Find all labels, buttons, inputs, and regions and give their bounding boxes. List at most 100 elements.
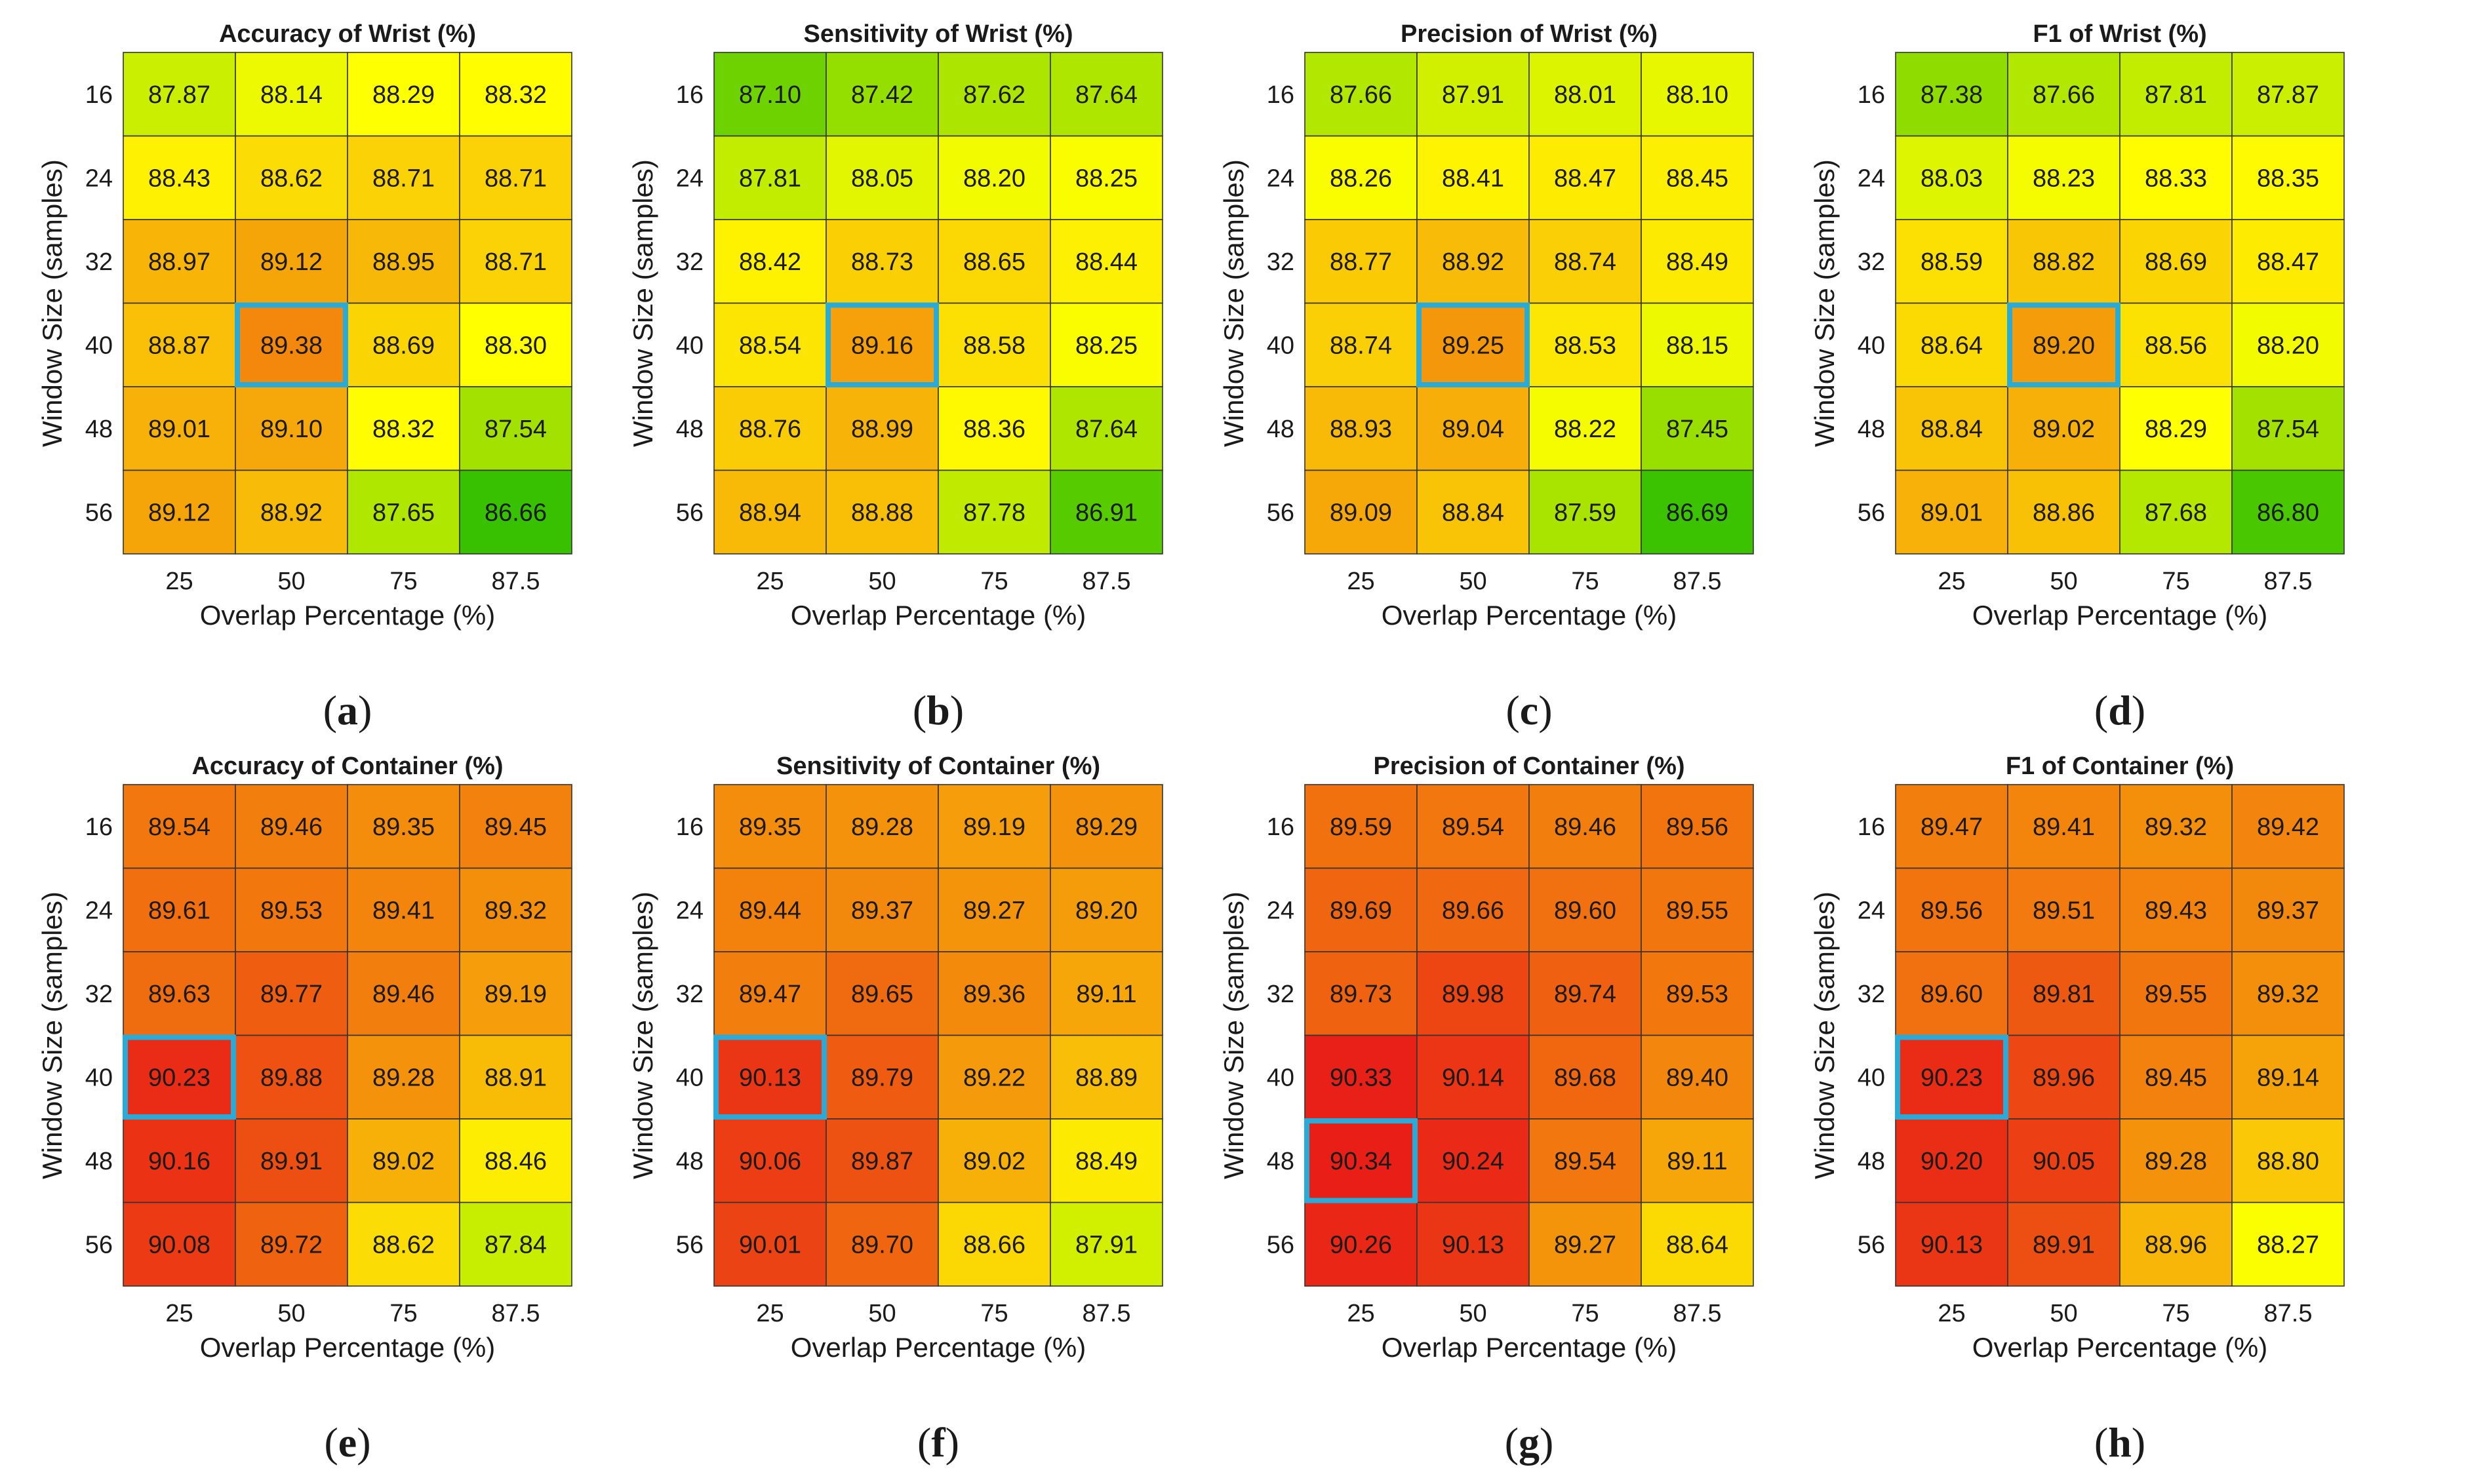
- x-axis-label: Overlap Percentage (%): [1972, 1332, 2268, 1363]
- cell-value: 89.20: [1075, 897, 1138, 924]
- cell-value: 88.92: [1442, 248, 1504, 276]
- heatmap-cell: [1641, 1118, 1754, 1203]
- heatmap-cell: [2007, 951, 2121, 1036]
- cell-value: 88.26: [1330, 165, 1392, 192]
- heatmap-cell: [1416, 867, 1530, 952]
- cell-value: 89.01: [1921, 499, 1983, 526]
- y-tick-label: 24: [1858, 165, 1885, 192]
- cell-value: 88.43: [148, 165, 210, 192]
- heatmap-cell: [1304, 469, 1418, 555]
- x-tick-label: 50: [277, 568, 305, 595]
- x-tick-label: 50: [868, 1300, 896, 1327]
- heatmap-cell: [1050, 784, 1163, 869]
- cell-value: 89.40: [1666, 1064, 1728, 1091]
- y-tick-label: 24: [85, 897, 113, 924]
- cell-value: 88.74: [1554, 248, 1616, 276]
- y-tick-label: 48: [1267, 416, 1294, 443]
- cell-value: 90.13: [1921, 1231, 1983, 1259]
- heatmap-cell: [938, 1201, 1051, 1287]
- heatmap-cell: [123, 1118, 236, 1203]
- cell-value: 88.64: [1921, 332, 1983, 359]
- x-tick-label: 87.5: [1673, 1300, 1722, 1327]
- y-tick-label: 48: [1858, 416, 1885, 443]
- heatmap-cell: [826, 52, 939, 137]
- y-tick-label: 32: [1858, 981, 1885, 1008]
- cell-value: 88.73: [851, 248, 913, 276]
- cell-value: 88.74: [1330, 332, 1392, 359]
- heatmap-cell: [1416, 1034, 1530, 1120]
- heatmap-cell: [2231, 951, 2345, 1036]
- x-tick-label: 75: [389, 568, 417, 595]
- cell-value: 90.14: [1442, 1064, 1504, 1091]
- best-cell-highlight: [123, 1034, 236, 1120]
- y-tick-label: 32: [1858, 248, 1885, 276]
- cell-value: 90.16: [148, 1148, 210, 1175]
- cell-value: 88.10: [1666, 81, 1728, 109]
- y-tick-label: 16: [676, 813, 704, 841]
- cell-value: 89.70: [851, 1231, 913, 1259]
- cell-value: 89.47: [1921, 813, 1983, 841]
- heatmap-cell: [938, 1034, 1051, 1120]
- cell-value: 88.95: [372, 248, 435, 276]
- heatmap-cell: [938, 469, 1051, 555]
- cell-value: 89.16: [851, 332, 913, 359]
- y-tick-label: 32: [1267, 248, 1294, 276]
- heatmap-cell: [713, 1118, 827, 1203]
- cell-value: 89.35: [372, 813, 435, 841]
- heatmap-cell: [2231, 867, 2345, 952]
- heatmap-cell: [1528, 52, 1642, 137]
- heatmap-panels: Accuracy of Wrist (%) 87.87 88.14 88.29 88.3…: [37, 20, 2345, 1466]
- cell-value: 89.27: [1554, 1231, 1616, 1259]
- y-tick-label: 56: [1267, 499, 1294, 526]
- panel-letter: (h): [2094, 1419, 2145, 1466]
- cell-value: 88.86: [2033, 499, 2095, 526]
- y-tick-label: 48: [1267, 1148, 1294, 1175]
- x-tick-label: 75: [1571, 568, 1599, 595]
- cell-value: 90.26: [1330, 1231, 1392, 1259]
- heatmap-cell: [1895, 302, 2008, 387]
- heatmap-cell: [1416, 386, 1530, 471]
- y-tick-label: 24: [85, 165, 113, 192]
- cell-value: 89.81: [2033, 981, 2095, 1008]
- heatmap-cell: [1528, 1034, 1642, 1120]
- panel-letter: (a): [323, 687, 372, 733]
- cell-value: 89.42: [2257, 813, 2319, 841]
- chart-title: Precision of Wrist (%): [1401, 20, 1658, 48]
- heatmap-cell: [1416, 52, 1530, 137]
- cell-value: 89.59: [1330, 813, 1392, 841]
- cell-value: 89.12: [260, 248, 323, 276]
- x-tick-label: 25: [756, 1300, 784, 1327]
- cell-value: 89.74: [1554, 981, 1616, 1008]
- heatmap-cell: [1416, 1118, 1530, 1203]
- best-cell-highlight: [826, 302, 939, 387]
- x-tick-label: 25: [165, 1300, 193, 1327]
- heatmap-panel-b: Sensitivity of Wrist (%) 87.10 87.42 87.62 8…: [627, 20, 1163, 733]
- heatmap-cell: [938, 135, 1051, 220]
- heatmap-panel-e: Accuracy of Container (%) 89.54 89.46 89.35…: [37, 752, 572, 1466]
- y-axis-label: Window Size (samples): [1218, 891, 1249, 1179]
- heatmap-cell: [2007, 52, 2121, 137]
- cell-value: 87.10: [739, 81, 801, 109]
- heatmap-cell: [347, 302, 460, 387]
- heatmap-cell: [235, 1034, 348, 1120]
- cell-value: 88.45: [1666, 165, 1728, 192]
- best-cell-highlight: [2007, 302, 2121, 387]
- heatmap-cell: [347, 386, 460, 471]
- cell-value: 89.56: [1921, 897, 1983, 924]
- heatmap-cell: [459, 951, 572, 1036]
- x-tick-label: 25: [1347, 568, 1374, 595]
- cell-value: 88.71: [485, 165, 547, 192]
- heatmap-cell: [2231, 219, 2345, 304]
- cell-value: 88.99: [851, 416, 913, 443]
- heatmap-cell: [1641, 784, 1754, 869]
- cell-value: 89.11: [1667, 1148, 1727, 1175]
- cell-value: 88.41: [1442, 165, 1504, 192]
- panel-letter: (f): [917, 1419, 959, 1466]
- x-axis-label: Overlap Percentage (%): [200, 600, 496, 631]
- cell-value: 87.66: [2033, 81, 2095, 109]
- heatmap-cell: [1528, 469, 1642, 555]
- heatmap-cell: [2007, 135, 2121, 220]
- heatmap-cell: [235, 219, 348, 304]
- heatmap-panel-f: Sensitivity of Container (%) 89.35 89.28 89…: [627, 752, 1163, 1466]
